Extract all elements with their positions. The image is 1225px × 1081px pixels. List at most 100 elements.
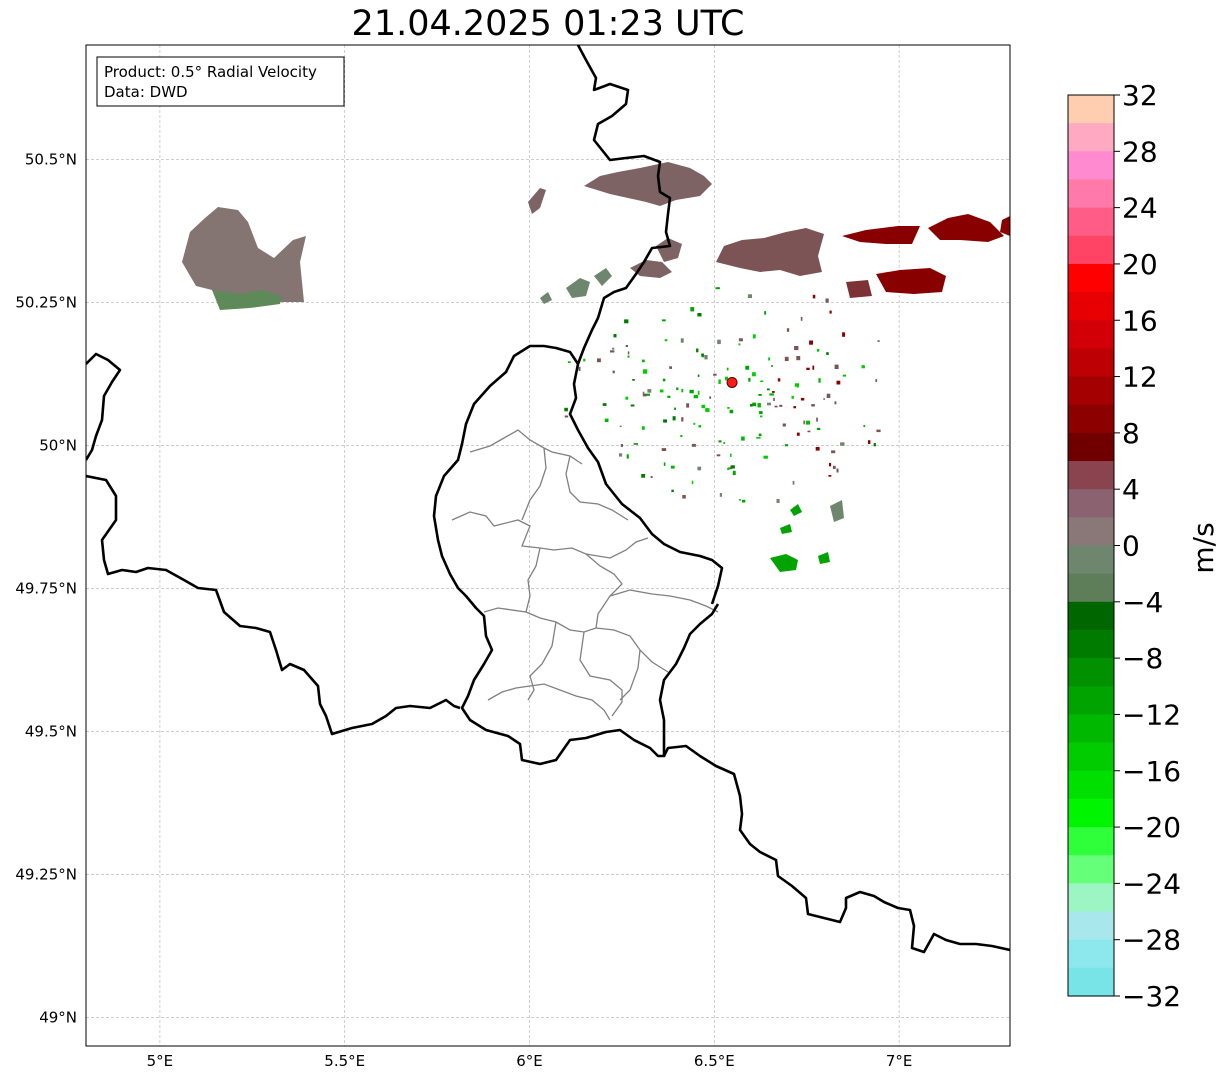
echo-speckle <box>817 349 820 352</box>
colorbar-tick-label: 12 <box>1122 361 1158 394</box>
echo-speckle <box>759 415 763 418</box>
echo-speckle <box>701 355 705 358</box>
colorbar-tick-label: 28 <box>1122 135 1158 168</box>
echo-speckle <box>796 356 801 361</box>
colorbar-segment <box>1068 95 1114 124</box>
echo-green-s1 <box>770 554 798 572</box>
echo-speckle <box>759 411 763 415</box>
echo-green-s2 <box>780 524 792 534</box>
echo-speckle <box>663 462 666 466</box>
echo-speckle <box>578 366 581 371</box>
echo-speckle <box>697 390 700 395</box>
admin-borders <box>451 429 719 721</box>
gridlines <box>86 45 1010 1046</box>
echo-speckle <box>777 378 781 382</box>
echo-speckle <box>786 328 790 332</box>
echo-speckle <box>773 397 775 401</box>
echo-speckle <box>876 429 881 433</box>
colorbar-tick-label: 16 <box>1122 304 1158 337</box>
echo-speckle <box>875 379 878 382</box>
colorbar <box>1067 94 1115 997</box>
echo-speckle <box>771 365 773 367</box>
echo-speckle <box>793 406 796 409</box>
echo-speckle <box>659 389 664 393</box>
echo-speckle <box>877 340 880 342</box>
echo-speckle <box>723 442 726 444</box>
echo-speckle <box>728 467 733 470</box>
echo-speckle <box>782 423 786 427</box>
echo-speckle <box>818 378 821 383</box>
colorbar-segment <box>1068 545 1114 575</box>
radar-speckles <box>564 287 881 503</box>
colorbar-segment <box>1068 348 1114 378</box>
echo-speckle <box>760 380 764 382</box>
echo-speckle <box>741 499 746 503</box>
admin-border-6 <box>585 553 623 629</box>
echo-speckle <box>661 448 667 451</box>
colorbar-segment <box>1068 855 1114 884</box>
echo-speckle <box>564 407 568 412</box>
colorbar-segment <box>1068 461 1114 490</box>
echo-speckle <box>800 397 805 401</box>
echo-speckle <box>662 378 666 382</box>
echo-center-north-2 <box>656 238 682 262</box>
echo-speckle <box>715 287 720 290</box>
echo-speckle <box>834 364 839 369</box>
echo-speckle <box>747 294 752 298</box>
echo-speckle <box>727 467 730 471</box>
colorbar-tick-label: 24 <box>1122 192 1158 225</box>
echo-mid-cluster <box>716 228 824 276</box>
x-tick-label: 5°E <box>147 1052 174 1070</box>
colorbar-segment <box>1068 123 1114 152</box>
echo-speckle <box>626 454 629 459</box>
admin-border-5 <box>483 547 541 613</box>
colorbar-tick-label: −24 <box>1122 867 1181 900</box>
info-box: Product: 0.5° Radial Velocity Data: DWD <box>96 56 345 107</box>
colorbar-segment <box>1068 714 1114 744</box>
echo-speckle <box>738 338 743 342</box>
map-background <box>86 45 1010 1046</box>
echo-speckle <box>619 425 622 428</box>
echo-speckle <box>861 365 865 369</box>
echo-speckle <box>643 369 648 374</box>
colorbar-segment <box>1068 151 1114 181</box>
admin-border-7 <box>525 611 669 673</box>
echo-speckle <box>800 316 803 321</box>
colorbar-segment <box>1068 827 1114 856</box>
echo-speckle <box>682 495 686 499</box>
echo-speckle <box>691 480 694 485</box>
echo-speckle <box>680 435 683 437</box>
echo-speckle <box>709 396 712 399</box>
echo-speckle <box>842 374 846 377</box>
national-borders <box>86 45 1010 954</box>
y-tick-labels: 50.5°N 50.25°N 50°N 49.75°N 49.5°N 49.25°N 49°… <box>15 150 77 1026</box>
echo-speckle <box>738 343 741 346</box>
echo-speckle <box>752 334 756 339</box>
echo-speckle <box>664 339 668 342</box>
echo-east-red-5 <box>1000 216 1010 236</box>
echo-speckle <box>730 465 735 469</box>
colorbar-tick-labels: 32 28 24 20 16 12 8 4 0 −4 −8 −12 −16 −20 −24 −28 −32 <box>1114 79 1181 1013</box>
echo-speckle <box>681 417 684 422</box>
echo-speckle <box>756 437 761 439</box>
echo-speckle <box>625 345 628 347</box>
colorbar-segment <box>1068 883 1114 913</box>
echo-east-red-3 <box>876 268 946 294</box>
echo-speckle <box>776 499 780 503</box>
echo-east-red-1 <box>842 226 920 244</box>
echo-speckle <box>823 398 825 400</box>
echo-speckle <box>625 396 629 400</box>
echo-speckle <box>779 404 783 407</box>
echo-speckle <box>612 370 615 374</box>
echo-speckle <box>738 499 741 501</box>
echo-speckle <box>718 379 721 384</box>
echo-speckle <box>829 310 832 314</box>
echo-speckle <box>752 372 756 377</box>
colorbar-tick-label: 4 <box>1122 473 1140 506</box>
echo-speckle <box>752 402 756 407</box>
map-frame <box>85 44 1011 1047</box>
echo-speckle <box>729 409 734 414</box>
echo-speckle <box>669 366 672 369</box>
colorbar-label: m/s <box>1187 522 1220 573</box>
echo-speckle <box>816 417 818 422</box>
